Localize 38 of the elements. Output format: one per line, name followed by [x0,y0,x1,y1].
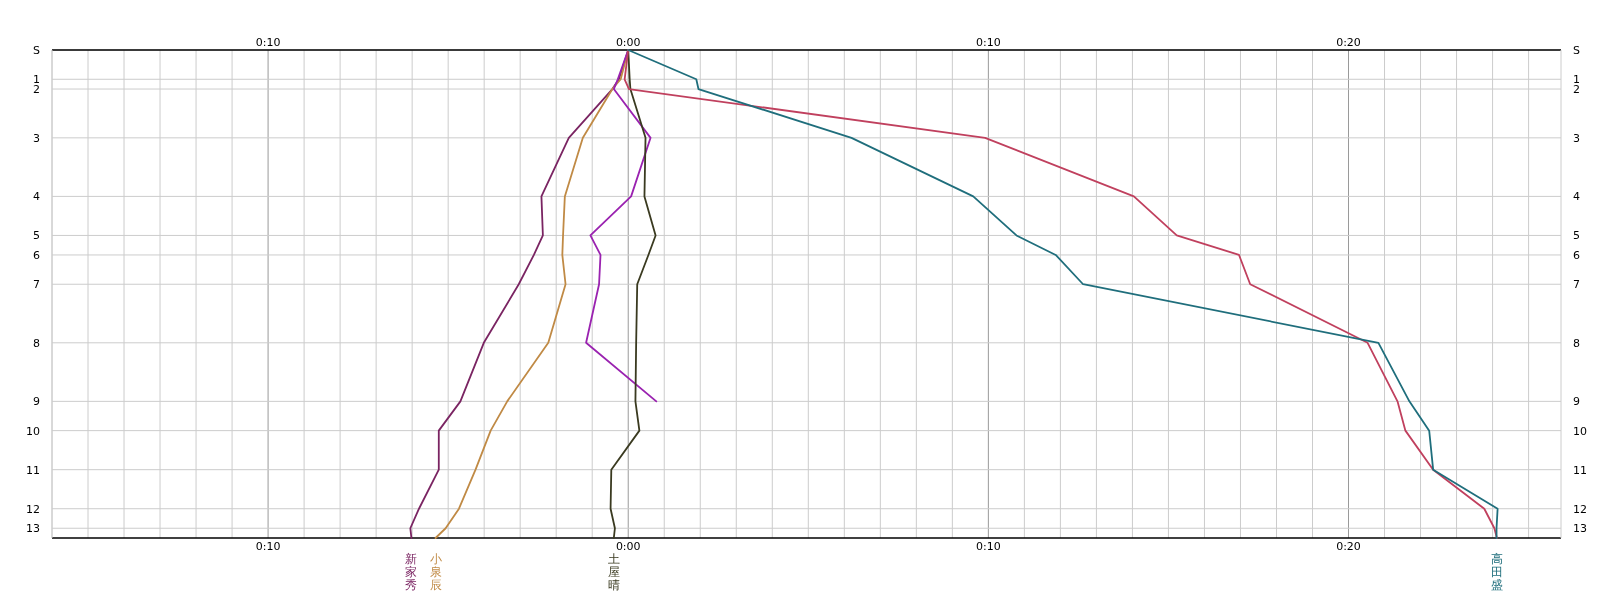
y-tick-label: 5 [1573,229,1580,243]
series-label: 土屋晴 [607,552,620,592]
x-tick-label: 0:10 [255,540,281,553]
category-label: 8 [33,336,40,350]
y-tick-label: 2 [1573,83,1580,97]
y-tick-label: 12 [1573,502,1587,516]
x2-tick-label: 0:10 [255,36,281,49]
x2-tick-label: 0:10 [976,36,1001,49]
category-label: S [33,44,40,57]
y-tick-label: S [1573,44,1580,57]
x-tick-label: 0:10 [976,540,1001,553]
y-tick-label: 4 [1573,190,1580,204]
category-label: 3 [33,131,40,145]
category-label: 13 [26,522,40,536]
x-tick-label: 0:00 [615,540,641,553]
category-label: 10 [26,424,40,438]
series-label: 新家秀 [405,552,418,592]
y-tick-label: 10 [1573,424,1587,438]
category-label: 11 [26,463,40,477]
category-label: 4 [33,190,40,204]
y-tick-label: 9 [1573,395,1580,409]
x2-tick-label: 0:00 [615,36,641,49]
x2-tick-label: 0:20 [1336,36,1361,49]
y-tick-label: 7 [1573,278,1580,292]
series-label: 高田盛 [1490,552,1503,592]
series-label: 小泉辰 [429,552,442,592]
y-tick-label: 3 [1573,131,1580,145]
y-tick-label: 6 [1573,248,1580,262]
x-tick-label: 0:20 [1336,540,1361,553]
y-tick-label: 8 [1573,336,1580,350]
category-label: 5 [33,229,40,243]
category-label: 12 [26,502,40,516]
category-label: 9 [33,395,40,409]
y-tick-label: 11 [1573,463,1587,477]
y-tick-label: 13 [1573,522,1587,536]
category-label: 6 [33,248,40,262]
category-label: 7 [33,278,40,292]
category-label: 2 [33,83,40,97]
